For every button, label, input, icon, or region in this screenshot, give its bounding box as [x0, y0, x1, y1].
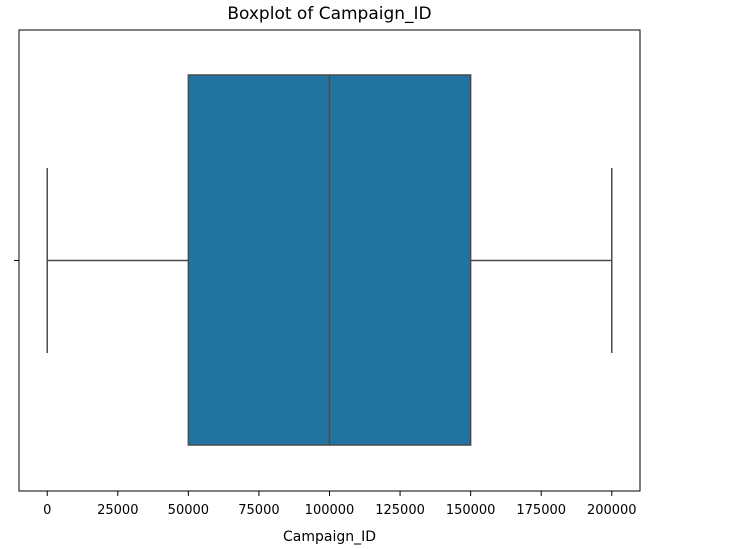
x-tick-label: 75000: [238, 503, 279, 518]
plot-area: [14, 29, 641, 492]
x-tick-label: 100000: [305, 503, 355, 518]
x-tick-label: 200000: [587, 503, 637, 518]
x-tick-label: 50000: [168, 503, 209, 518]
x-axis: 0 25000 50000 75000 100000 125000 150000 175000…: [43, 491, 637, 518]
x-tick-label: 25000: [97, 503, 138, 518]
chart-title: Boxplot of Campaign_ID: [227, 4, 431, 24]
x-tick-label: 0: [43, 503, 51, 518]
x-axis-label: Campaign_ID: [283, 529, 376, 545]
x-tick-label: 125000: [375, 503, 425, 518]
x-tick-label: 175000: [516, 503, 566, 518]
x-tick-label: 150000: [446, 503, 496, 518]
